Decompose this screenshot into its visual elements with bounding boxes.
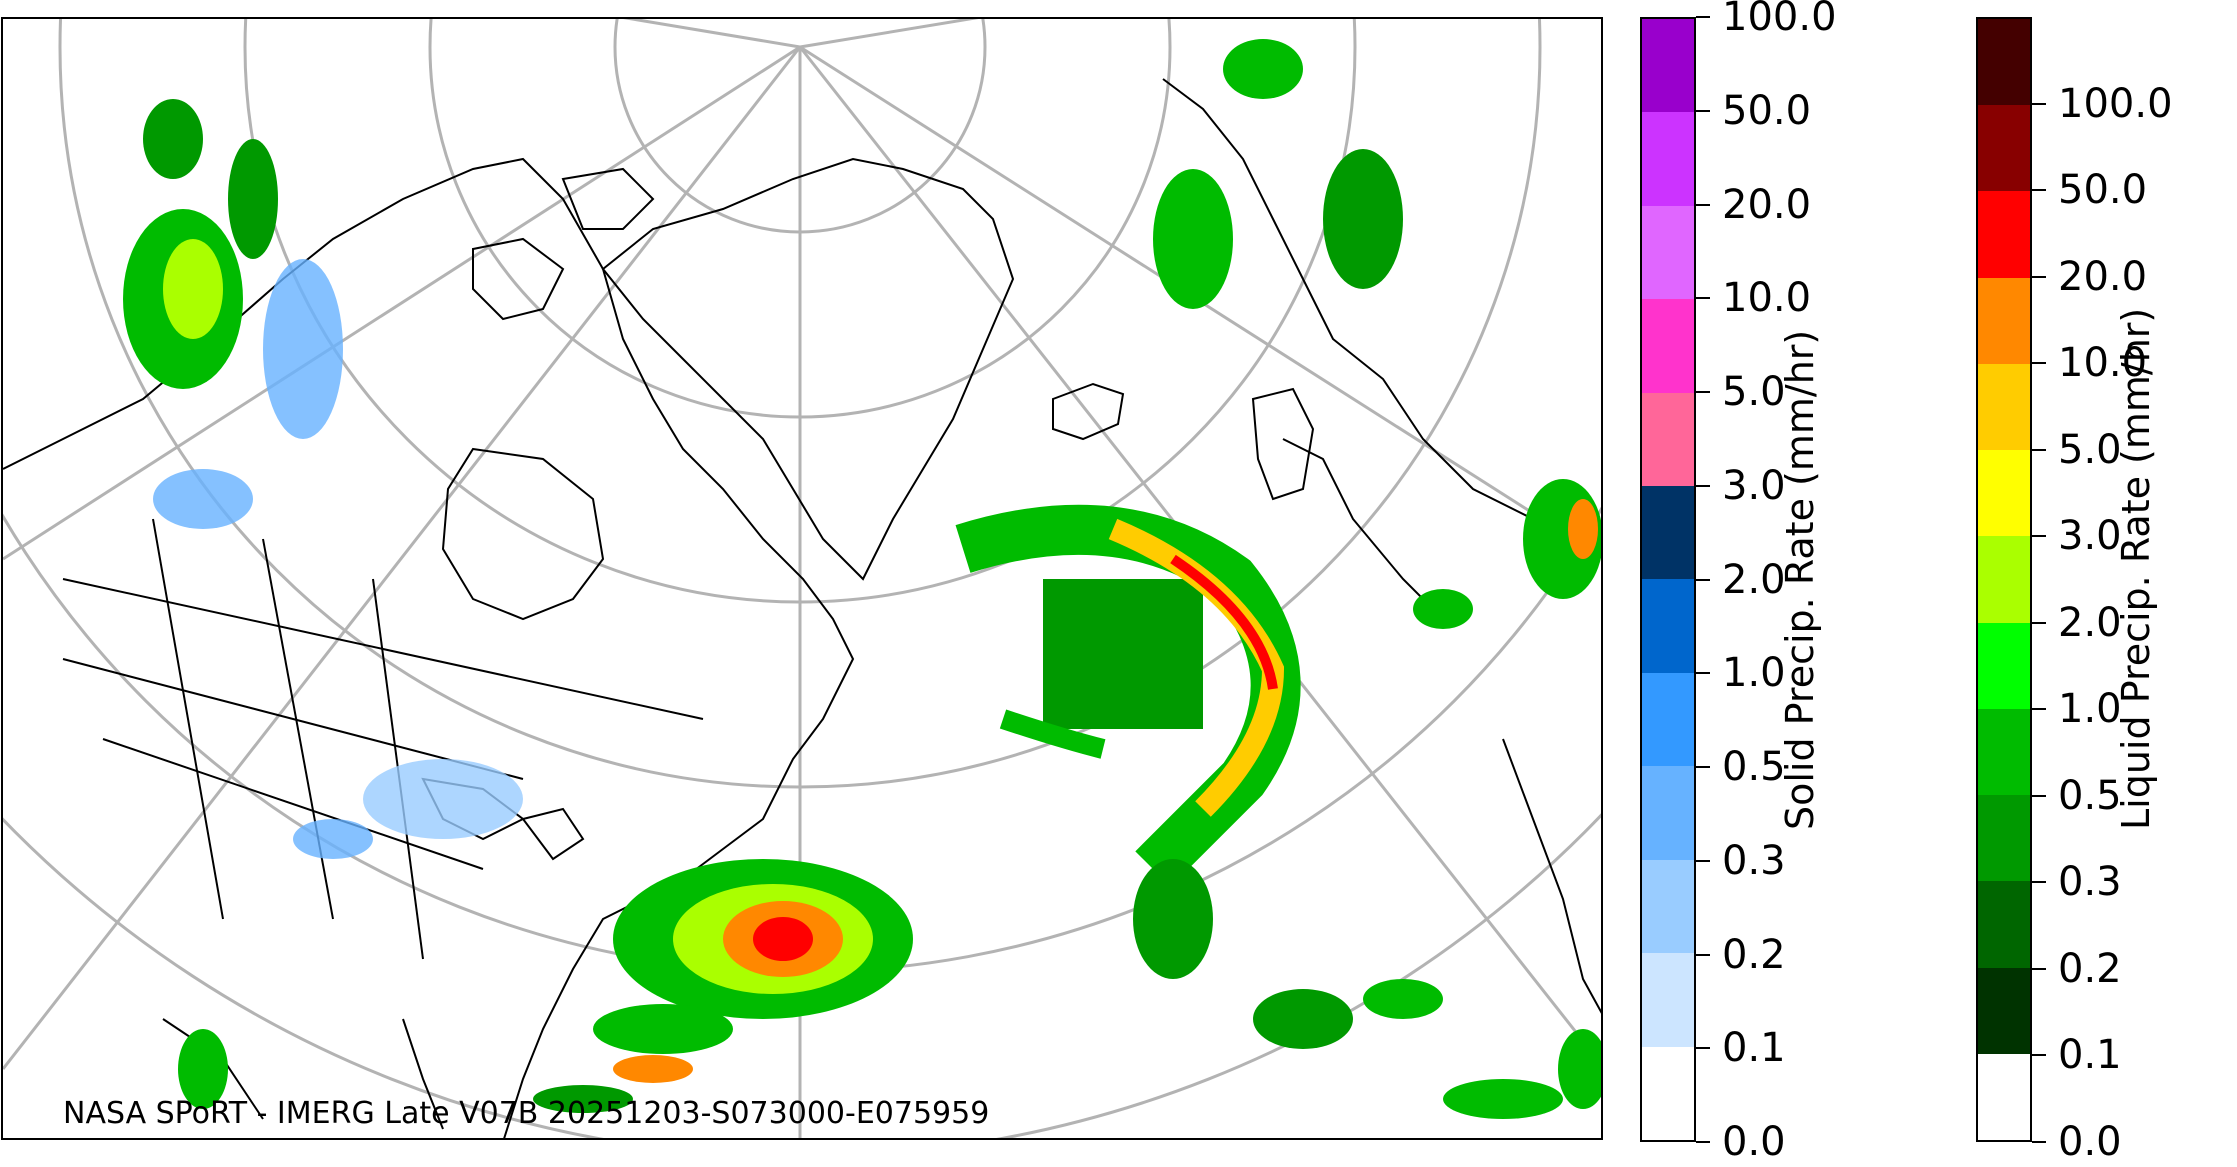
solid-precip-colorbar (1640, 17, 1696, 1142)
solid-tick-label: 10.0 (1722, 275, 1812, 322)
solid-tick-mark (1696, 578, 1710, 581)
solid-tick-label: 0.3 (1722, 837, 1786, 884)
solid-tick-mark (1696, 391, 1710, 393)
solid-tick-mark (1696, 1047, 1710, 1050)
solid-colorbar-segment (1642, 299, 1694, 393)
liquid-tick-label: 0.3 (2058, 859, 2122, 906)
solid-colorbar-segment (1642, 859, 1694, 954)
liquid-tick-mark (2032, 1141, 2046, 1143)
solid-tick-mark (1696, 203, 1710, 206)
liquid-colorbar-segment (1978, 191, 2030, 278)
liquid-tick-mark (2032, 621, 2046, 624)
solid-tick-label: 100.0 (1722, 0, 1837, 40)
liquid-tick-label: 0.0 (2058, 1119, 2122, 1165)
map-credit: NASA SPoRT - IMERG Late V07B 20251203-S0… (63, 1096, 990, 1131)
solid-tick-mark (1696, 766, 1710, 768)
liquid-colorbar-segment (1978, 881, 2030, 968)
solid-precip-title: Solid Precip. Rate (mm/hr) (1778, 329, 1822, 830)
solid-tick-mark (1696, 859, 1710, 862)
liquid-colorbar-segment (1978, 708, 2030, 796)
solid-tick-label: 1.0 (1722, 650, 1786, 697)
solid-tick-mark (1696, 953, 1710, 956)
solid-tick-mark (1696, 484, 1710, 487)
solid-colorbar-segment (1642, 486, 1694, 580)
liquid-tick-label: 0.2 (2058, 945, 2122, 992)
liquid-colorbar-segment (1978, 622, 2030, 709)
precip-field (123, 39, 1601, 1119)
liquid-colorbar-segment (1978, 363, 2030, 451)
liquid-tick-label: 0.1 (2058, 1032, 2122, 1079)
liquid-tick-label: 2.0 (2058, 599, 2122, 646)
liquid-tick-label: 20.0 (2058, 253, 2148, 300)
liquid-tick-mark (2032, 275, 2046, 278)
liquid-colorbar-segment (1978, 967, 2030, 1054)
liquid-colorbar-segment (1978, 450, 2030, 537)
liquid-precip-colorbar (1976, 17, 2032, 1142)
liquid-tick-mark (2032, 794, 2046, 797)
liquid-tick-mark (2032, 362, 2046, 365)
liquid-tick-mark (2032, 189, 2046, 192)
solid-colorbar-segment (1642, 392, 1694, 487)
solid-colorbar-segment (1642, 205, 1694, 300)
solid-tick-label: 20.0 (1722, 181, 1812, 228)
solid-tick-mark (1696, 16, 1710, 18)
solid-tick-mark (1696, 297, 1710, 300)
liquid-precip-title: Liquid Precip. Rate (mm/hr) (2114, 307, 2158, 830)
liquid-tick-label: 0.5 (2058, 772, 2122, 819)
solid-tick-mark (1696, 109, 1710, 112)
solid-tick-mark (1696, 1141, 1710, 1143)
solid-tick-label: 0.2 (1722, 931, 1786, 978)
liquid-tick-mark (2032, 708, 2046, 711)
liquid-tick-label: 100.0 (2058, 80, 2173, 127)
precipitation-map (1, 17, 1603, 1140)
solid-colorbar-segment (1642, 953, 1694, 1047)
liquid-colorbar-segment (1978, 1053, 2030, 1140)
solid-tick-mark (1696, 672, 1710, 675)
solid-tick-label: 50.0 (1722, 87, 1812, 134)
liquid-colorbar-segment (1978, 277, 2030, 364)
liquid-tick-mark (2032, 881, 2046, 884)
liquid-colorbar-segment (1978, 795, 2030, 882)
solid-colorbar-segment (1642, 18, 1694, 113)
solid-tick-label: 5.0 (1722, 369, 1786, 415)
solid-colorbar-segment (1642, 766, 1694, 860)
liquid-tick-mark (2032, 448, 2046, 451)
solid-tick-label: 2.0 (1722, 556, 1786, 603)
solid-tick-label: 0.0 (1722, 1119, 1786, 1165)
liquid-tick-mark (2032, 535, 2046, 538)
liquid-colorbar-segment (1978, 18, 2030, 106)
solid-colorbar-segment (1642, 1046, 1694, 1140)
solid-tick-label: 0.1 (1722, 1025, 1786, 1072)
liquid-tick-label: 1.0 (2058, 686, 2122, 733)
liquid-tick-mark (2032, 967, 2046, 970)
liquid-tick-mark (2032, 102, 2046, 105)
solid-colorbar-segment (1642, 112, 1694, 206)
solid-colorbar-segment (1642, 672, 1694, 767)
liquid-tick-label: 5.0 (2058, 426, 2122, 473)
solid-tick-label: 3.0 (1722, 462, 1786, 509)
map-svg (3, 19, 1601, 1138)
solid-colorbar-segment (1642, 579, 1694, 673)
solid-tick-label: 0.5 (1722, 744, 1786, 790)
liquid-colorbar-segment (1978, 105, 2030, 192)
liquid-tick-label: 50.0 (2058, 167, 2148, 214)
liquid-tick-label: 3.0 (2058, 513, 2122, 560)
liquid-colorbar-segment (1978, 536, 2030, 623)
liquid-tick-label: 10.0 (2058, 340, 2148, 387)
liquid-tick-mark (2032, 1054, 2046, 1057)
